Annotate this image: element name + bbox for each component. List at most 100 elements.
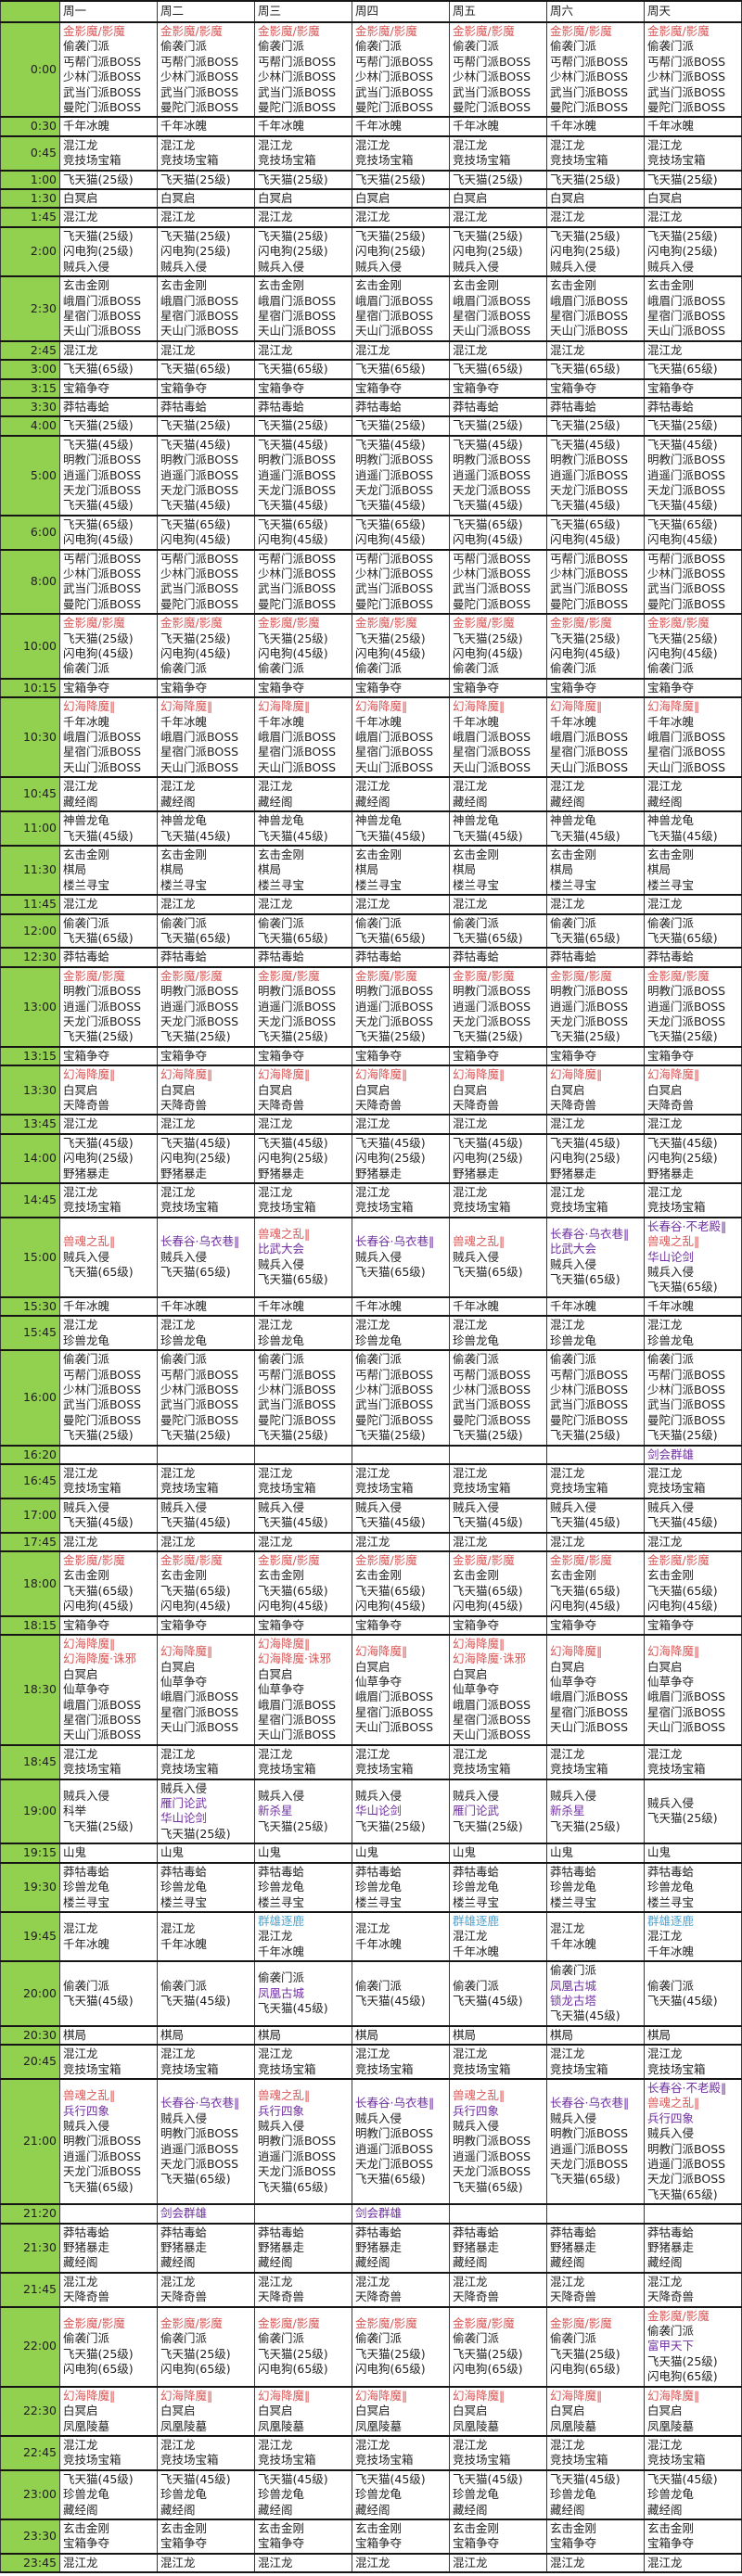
event-label: 兵行四象 (647, 2111, 695, 2125)
event-label: 宝箱争夺 (647, 1048, 695, 1063)
event-label: 偷袭门派 (355, 915, 403, 930)
event-label: 楼兰寻宝 (258, 877, 305, 892)
event-label: 偷袭门派 (63, 915, 110, 930)
schedule-cell: 宝箱争夺 (449, 677, 547, 699)
event-label: 飞天猫(45级) (647, 1515, 718, 1530)
schedule-cell: 幻海降魔‖ 千年冰魄 峨眉门派BOSS 星宿门派BOSS 天山门派BOSS (352, 696, 450, 779)
event-label: 藏经阁 (453, 794, 488, 809)
schedule-cell: 千年冰魄 (644, 116, 742, 137)
schedule-cell: 宝箱争夺 (352, 1614, 450, 1637)
event-label: 丐帮门派BOSS (453, 551, 531, 566)
table-row: 18:00 金影魔/影魔 玄击金刚 飞天猫(65级) 闪电狗(45级) 金影魔/影魔 玄击金… (0, 1549, 742, 1617)
table-row: 17:00 贼兵入侵 飞天猫(45级) 贼兵入侵 飞天猫(45级) 贼兵入侵 飞天猫(45级… (0, 1497, 742, 1534)
schedule-cell: 幻海降魔‖ 千年冰魄 峨眉门派BOSS 星宿门派BOSS 天山门派BOSS (59, 696, 158, 779)
event-label: 明教门派BOSS (63, 453, 142, 467)
event-label: 金影魔/影魔 (647, 968, 710, 983)
schedule-cell: 偷袭门派 飞天猫(45级) (157, 1960, 255, 2027)
event-label: 宝箱争夺 (160, 2536, 208, 2551)
event-label: 偷袭门派 (550, 1352, 597, 1367)
schedule-cell: 混江龙 (644, 894, 742, 915)
event-label: 混江龙 (63, 2437, 98, 2452)
event-label: 仙草争夺 (160, 1675, 208, 1690)
schedule-cell: 贼兵入侵 飞天猫(45级) (546, 1497, 645, 1534)
event-label: 混江龙 (550, 2437, 585, 2452)
event-label: 偷袭门派 (63, 1978, 110, 1993)
event-label: 混江龙 (550, 137, 585, 152)
schedule-cell: 丐帮门派BOSS 少林门派BOSS 武当门派BOSS 曼陀门派BOSS (546, 548, 645, 616)
event-label: 金影魔/影魔 (63, 968, 125, 983)
event-label: 混江龙 (63, 1318, 98, 1333)
schedule-cell: 偷袭门派 丐帮门派BOSS 少林门派BOSS 武当门派BOSS 曼陀门派BOSS 飞天猫(… (352, 1349, 450, 1447)
event-label: 幻海降魔·诛邪 (63, 1651, 136, 1666)
schedule-cell: 混江龙 藏经阁 (59, 776, 158, 813)
event-label: 宝箱争夺 (63, 2536, 110, 2551)
event-label: 飞天猫(45级) (550, 2009, 620, 2023)
event-label: 宝箱争夺 (453, 1048, 500, 1063)
event-label: 武当门派BOSS (550, 581, 629, 596)
event-label: 竞技场宝箱 (63, 2061, 122, 2076)
event-label: 峨眉门派BOSS (258, 1697, 337, 1712)
event-label: 宝箱争夺 (647, 680, 695, 695)
schedule-cell: 金影魔/影魔 玄击金刚 飞天猫(65级) 闪电狗(45级) (352, 1549, 450, 1617)
event-label: 明教门派BOSS (453, 2134, 531, 2149)
event-label: 混江龙 (63, 779, 98, 794)
event-label: 金影魔/影魔 (550, 616, 612, 631)
event-label: 飞天猫(25级) (453, 228, 523, 243)
schedule-cell: 兽魂之乱‖ 贼兵入侵 飞天猫(65级) (59, 1216, 158, 1298)
schedule-cell: 偷袭门派 飞天猫(65级) (157, 912, 255, 950)
event-label: 飞天猫(45级) (160, 1135, 231, 1150)
event-label: 玄击金刚 (453, 847, 500, 861)
event-label: 混江龙 (550, 342, 585, 357)
event-label: 飞天猫(25级) (63, 172, 134, 186)
event-label: 仙草争夺 (258, 1682, 305, 1697)
event-label: 白冥启 (160, 1082, 196, 1097)
schedule-cell: 莽牯毒蛤 (254, 947, 352, 968)
event-label: 野猪暴走 (258, 2240, 305, 2255)
schedule-cell: 金影魔/影魔 飞天猫(25级) 闪电狗(45级) 偷袭门派 (546, 613, 645, 680)
event-label: 白冥启 (550, 1659, 585, 1674)
table-row: 21:30 莽牯毒蛤 野猪暴走 藏经阁 莽牯毒蛤 野猪暴走 藏经阁 莽牯毒蛤 野猪暴走 藏经阁 莽牯… (0, 2222, 742, 2274)
event-label: 藏经阁 (453, 2255, 488, 2270)
event-label: 贼兵入侵 (258, 1499, 305, 1514)
event-label: 幻海降魔‖ (160, 1644, 213, 1659)
event-label: 飞天猫(65级) (160, 362, 231, 376)
event-label: 白冥启 (63, 1082, 98, 1097)
time-cell: 21:30 (0, 2222, 60, 2274)
schedule-cell: 混江龙 天降奇兽 (352, 2271, 450, 2308)
event-label: 明教门派BOSS (550, 984, 629, 999)
event-label: 逍遥门派BOSS (550, 999, 629, 1014)
schedule-cell: 玄击金刚 棋局 楼兰寻宝 (449, 844, 547, 897)
schedule-cell: 莽牯毒蛤 (59, 947, 158, 968)
event-label: 闪电狗(45级) (355, 532, 426, 547)
event-label: 逍遥门派BOSS (258, 467, 337, 482)
event-label: 偷袭门派 (160, 1978, 208, 1993)
schedule-cell: 宝箱争夺 (352, 1045, 450, 1067)
schedule-cell: 玄击金刚 棋局 楼兰寻宝 (546, 844, 645, 897)
event-label: 金影魔/影魔 (258, 24, 320, 38)
event-label: 偷袭门派 (160, 1352, 208, 1367)
event-label: 莽牯毒蛤 (453, 2225, 500, 2239)
event-label: 棋局 (647, 862, 672, 877)
schedule-cell: 棋局 (546, 2024, 645, 2047)
event-label: 莽牯毒蛤 (453, 1864, 500, 1879)
event-label: 星宿门派BOSS (647, 745, 726, 759)
event-label: 少林门派BOSS (647, 70, 726, 84)
event-label: 宝箱争夺 (258, 380, 305, 395)
time-cell: 2:30 (0, 275, 60, 342)
schedule-cell: 飞天猫(65级) 闪电狗(45级) (644, 514, 742, 551)
time-cell: 16:00 (0, 1349, 60, 1447)
event-label: 竞技场宝箱 (647, 1481, 706, 1496)
event-label: 玄击金刚 (63, 1568, 110, 1583)
event-label: 幻海降魔‖ (550, 2388, 603, 2403)
event-label: 峨眉门派BOSS (63, 1697, 142, 1712)
event-label: 峨眉门派BOSS (647, 293, 726, 308)
table-row: 11:00 神兽龙龟 飞天猫(45级) 神兽龙龟 飞天猫(45级) 神兽龙龟 飞天猫(45级… (0, 810, 742, 847)
event-label: 飞天猫(65级) (355, 1583, 426, 1598)
schedule-cell: 金影魔/影魔 偷袭门派 飞天猫(25级) 闪电狗(65级) (546, 2305, 645, 2388)
schedule-cell: 混江龙 竞技场宝箱 (254, 1462, 352, 1499)
event-label: 飞天猫(65级) (355, 362, 426, 376)
event-label: 闪电狗(45级) (647, 1599, 718, 1613)
event-label: 白冥启 (647, 2404, 683, 2418)
event-label: 飞天猫(45级) (258, 1515, 328, 1530)
schedule-cell: 飞天猫(25级) 闪电狗(25级) 贼兵入侵 (352, 225, 450, 278)
